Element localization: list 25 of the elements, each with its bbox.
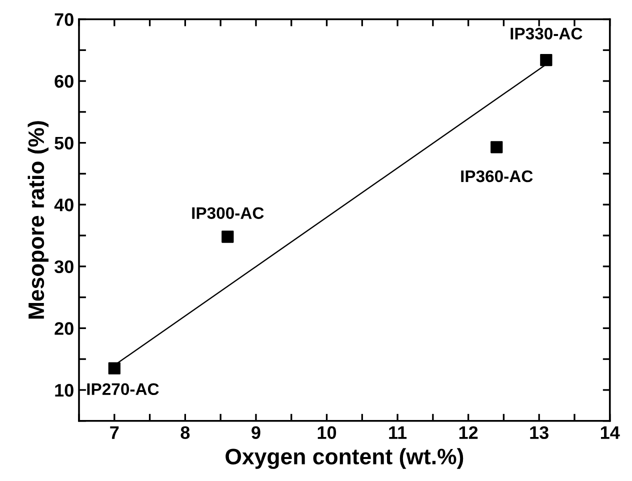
point: [540, 54, 552, 66]
y-tick-label: 10: [55, 384, 74, 397]
y-axis-title: Mesopore ratio (%): [28, 121, 48, 319]
annotation: IP360-AC: [461, 170, 533, 182]
y-tick-label: 70: [54, 13, 74, 26]
point: [108, 362, 120, 374]
x-tick-label: 8: [180, 426, 190, 439]
y-tick-label: 20: [54, 322, 74, 335]
y-tick-label: 60: [54, 74, 74, 88]
x-tick-label: 13: [530, 426, 548, 440]
y-tick-label: 40: [54, 198, 74, 212]
x-axis-title: Oxygen content (wt.%): [226, 448, 464, 469]
annotation: IP330-AC: [510, 28, 582, 40]
x-tick-label: 11: [389, 426, 407, 439]
x-tick-label: 10: [318, 426, 336, 439]
point: [222, 230, 234, 243]
y-tick-label: 50: [54, 136, 74, 150]
x-tick-label: 9: [252, 426, 260, 439]
y-tick-label: 30: [54, 260, 74, 274]
annotation: IP300-AC: [192, 207, 264, 220]
x-tick-label: 14: [600, 426, 620, 439]
x-tick-label: 7: [110, 426, 119, 439]
point: [490, 141, 503, 154]
annotation: IP270-AC: [87, 383, 159, 396]
x-tick-label: 12: [459, 426, 478, 439]
